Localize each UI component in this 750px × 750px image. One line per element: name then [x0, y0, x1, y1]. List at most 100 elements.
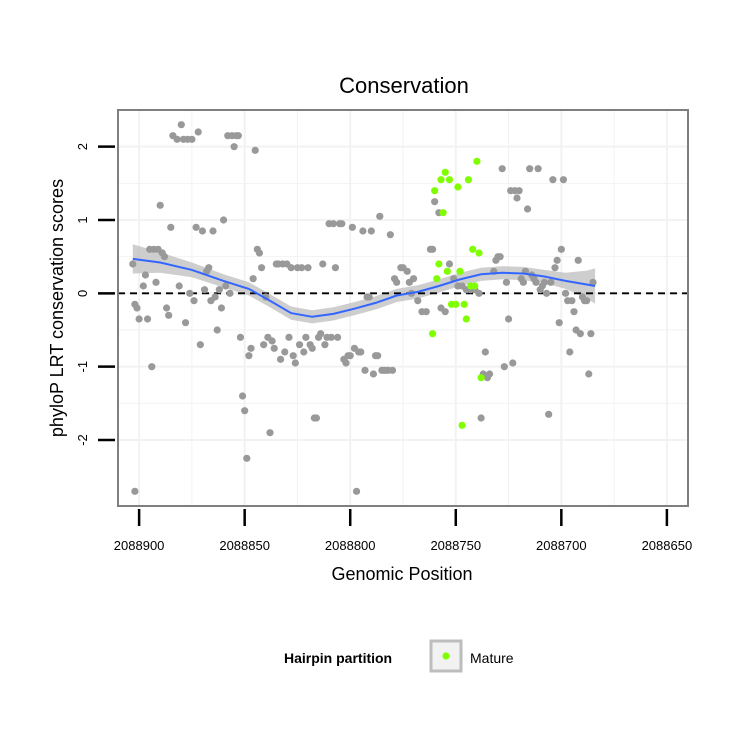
data-point-other	[222, 282, 230, 290]
data-point-other	[549, 176, 557, 184]
data-point-other	[257, 264, 266, 272]
data-point-mature	[464, 176, 473, 184]
data-point-other	[526, 165, 534, 173]
data-point-mature	[456, 267, 464, 275]
data-point-other	[376, 212, 384, 220]
data-point-other	[156, 201, 164, 209]
data-point-other	[352, 487, 361, 495]
data-point-other	[441, 308, 449, 316]
y-tick-label: -2	[75, 434, 90, 446]
data-point-other	[561, 289, 570, 297]
data-point-other	[496, 253, 504, 261]
data-point-other	[566, 348, 574, 356]
data-point-other	[213, 326, 221, 334]
data-point-mature	[439, 209, 447, 217]
data-point-other	[502, 278, 511, 286]
data-point-other	[173, 135, 181, 143]
data-point-other	[333, 333, 342, 341]
data-point-other	[230, 143, 238, 151]
y-axis: -2 -1 0 1 2	[75, 143, 115, 446]
data-point-other	[359, 227, 367, 235]
data-point-mature	[469, 245, 477, 253]
data-point-other	[477, 414, 485, 422]
data-point-other	[504, 315, 513, 323]
data-point-other	[196, 341, 204, 349]
data-point-other	[276, 355, 285, 363]
data-point-other	[545, 410, 553, 418]
data-point-other	[241, 407, 249, 415]
data-point-other	[568, 297, 576, 305]
data-point-other	[188, 135, 196, 143]
data-point-other	[205, 264, 213, 272]
data-point-other	[555, 319, 563, 327]
data-point-other	[329, 220, 337, 228]
data-point-mature	[460, 300, 468, 308]
legend: Hairpin partition Mature	[284, 639, 514, 673]
data-point-other	[327, 333, 335, 341]
data-point-mature	[431, 187, 439, 195]
data-point-mature	[433, 275, 441, 283]
data-point-other	[553, 256, 561, 264]
data-point-mature	[428, 330, 437, 338]
data-point-other	[298, 264, 306, 272]
data-point-mature	[435, 260, 443, 268]
data-point-other	[485, 370, 494, 378]
data-point-other	[219, 216, 228, 224]
data-point-other	[365, 293, 373, 301]
data-point-mature	[477, 374, 485, 382]
x-axis: 2088900 2088850 2088800 2088750 2088700 20886…	[114, 509, 692, 553]
data-point-other	[547, 278, 555, 286]
data-point-other	[587, 330, 595, 338]
data-point-other	[557, 245, 565, 253]
x-tick-label: 2088700	[536, 538, 587, 553]
data-point-other	[211, 293, 219, 301]
data-point-other	[243, 454, 251, 462]
data-point-other	[519, 278, 527, 286]
data-point-other	[317, 330, 325, 338]
data-point-other	[583, 297, 591, 305]
chart-title: Conservation	[339, 73, 469, 98]
y-axis-label: phyloP LRT conservation scores	[47, 179, 67, 437]
data-point-other	[574, 256, 582, 264]
data-point-other	[181, 319, 190, 327]
data-point-other	[255, 249, 264, 257]
data-point-mature	[475, 249, 483, 257]
data-point-mature	[441, 168, 449, 176]
x-tick-label: 2088850	[219, 538, 270, 553]
data-point-other	[403, 267, 411, 275]
data-point-mature	[437, 176, 445, 184]
panel-border	[117, 109, 689, 507]
data-point-other	[135, 315, 143, 323]
data-point-other	[551, 264, 559, 272]
data-point-other	[542, 289, 551, 297]
x-tick-label: 2088650	[642, 538, 693, 553]
data-point-other	[165, 311, 173, 319]
data-point-other	[238, 392, 247, 400]
data-point-other	[287, 264, 295, 272]
data-point-other	[245, 352, 253, 360]
legend-title: Hairpin partition	[284, 650, 392, 666]
data-point-other	[500, 363, 508, 371]
data-point-other	[369, 370, 378, 378]
data-point-other	[589, 278, 597, 286]
data-point-other	[498, 165, 506, 173]
data-point-other	[217, 304, 226, 312]
data-point-other	[414, 297, 422, 305]
x-axis-label: Genomic Position	[331, 564, 472, 584]
data-point-other	[319, 260, 327, 268]
data-point-other	[302, 333, 310, 341]
data-point-other	[559, 176, 568, 184]
legend-key-mature-dot	[442, 652, 450, 660]
data-point-other	[285, 333, 293, 341]
data-point-other	[388, 366, 397, 374]
data-point-other	[422, 308, 430, 316]
data-point-other	[300, 348, 308, 356]
data-point-other	[152, 278, 160, 286]
data-point-other	[200, 286, 209, 294]
data-point-other	[291, 359, 299, 367]
data-point-other	[194, 128, 202, 136]
y-tick-label: 1	[75, 216, 90, 223]
data-point-other	[133, 304, 141, 312]
data-point-other	[348, 223, 356, 231]
